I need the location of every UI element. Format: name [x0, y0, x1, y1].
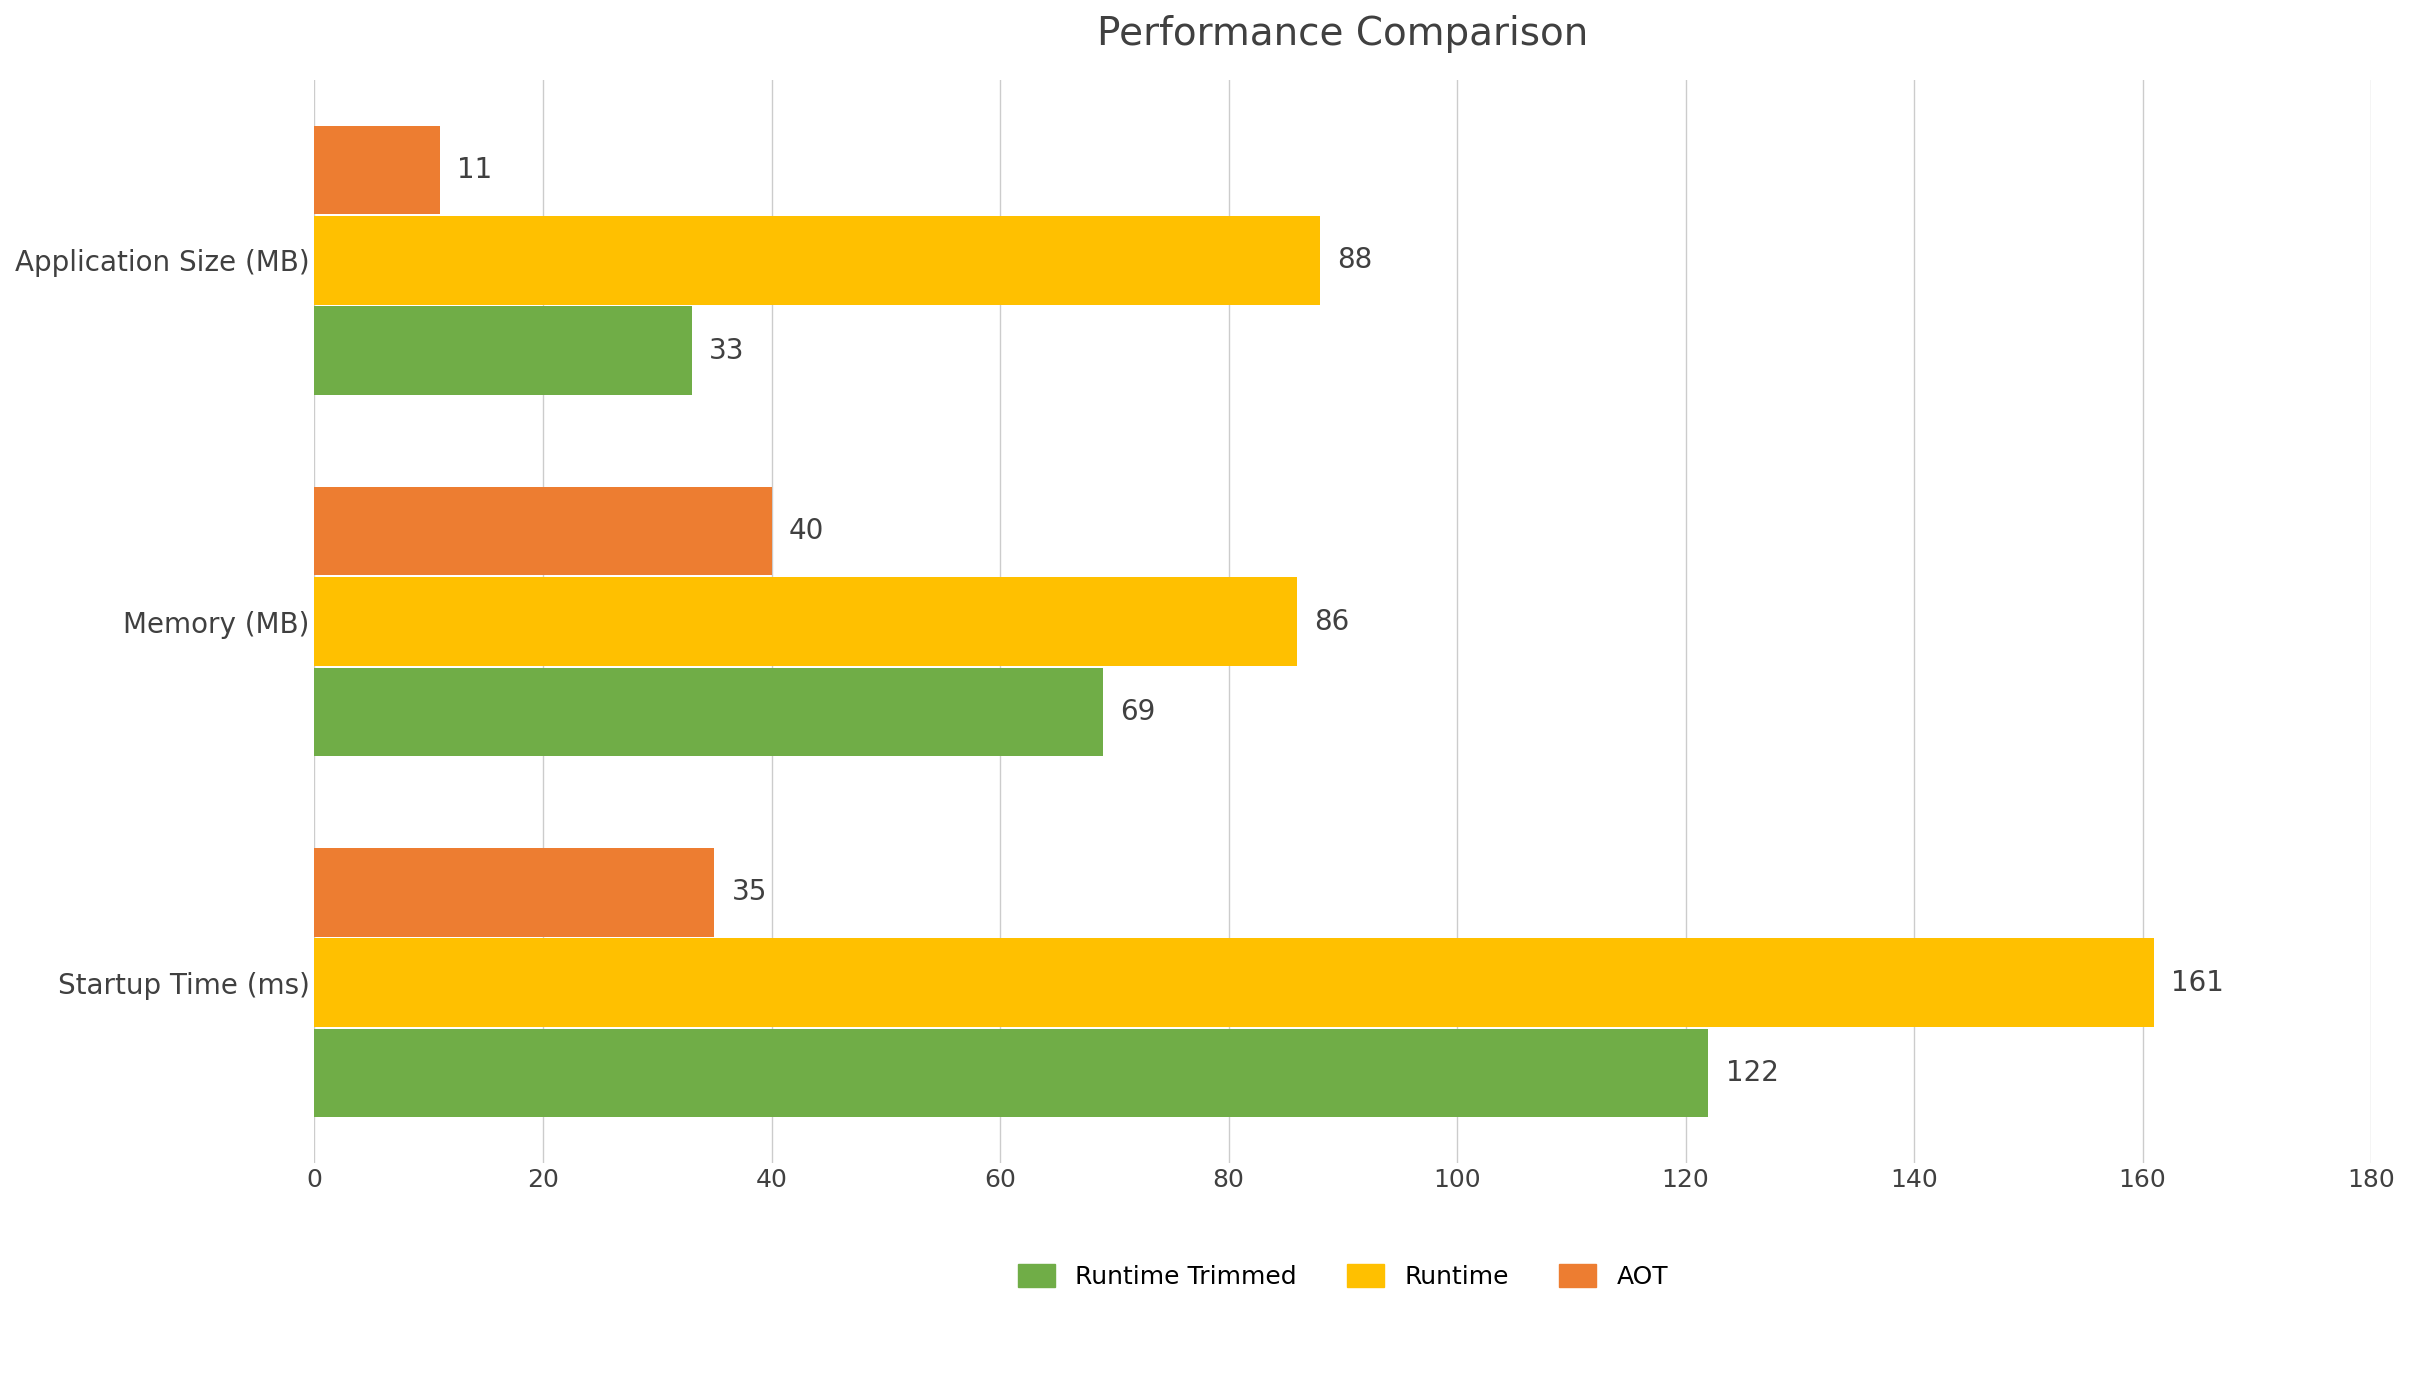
- Bar: [313, 668, 1104, 756]
- Bar: [313, 577, 1297, 666]
- Bar: [313, 216, 1321, 305]
- Text: 35: 35: [733, 878, 766, 906]
- Legend: Runtime Trimmed, Runtime, AOT: Runtime Trimmed, Runtime, AOT: [1005, 1252, 1680, 1302]
- Bar: [313, 487, 771, 575]
- Text: 69: 69: [1121, 697, 1154, 725]
- Text: 88: 88: [1338, 246, 1371, 274]
- Text: 161: 161: [2171, 969, 2224, 997]
- Bar: [313, 126, 441, 214]
- Text: 40: 40: [788, 517, 824, 545]
- Bar: [313, 848, 713, 937]
- Text: 122: 122: [1726, 1058, 1779, 1086]
- Text: 86: 86: [1313, 608, 1350, 636]
- Bar: [313, 938, 2155, 1028]
- Bar: [313, 1029, 1709, 1117]
- Text: 11: 11: [458, 155, 492, 183]
- Bar: [313, 307, 692, 395]
- Title: Performance Comparison: Performance Comparison: [1097, 15, 1588, 53]
- Text: 33: 33: [709, 336, 745, 364]
